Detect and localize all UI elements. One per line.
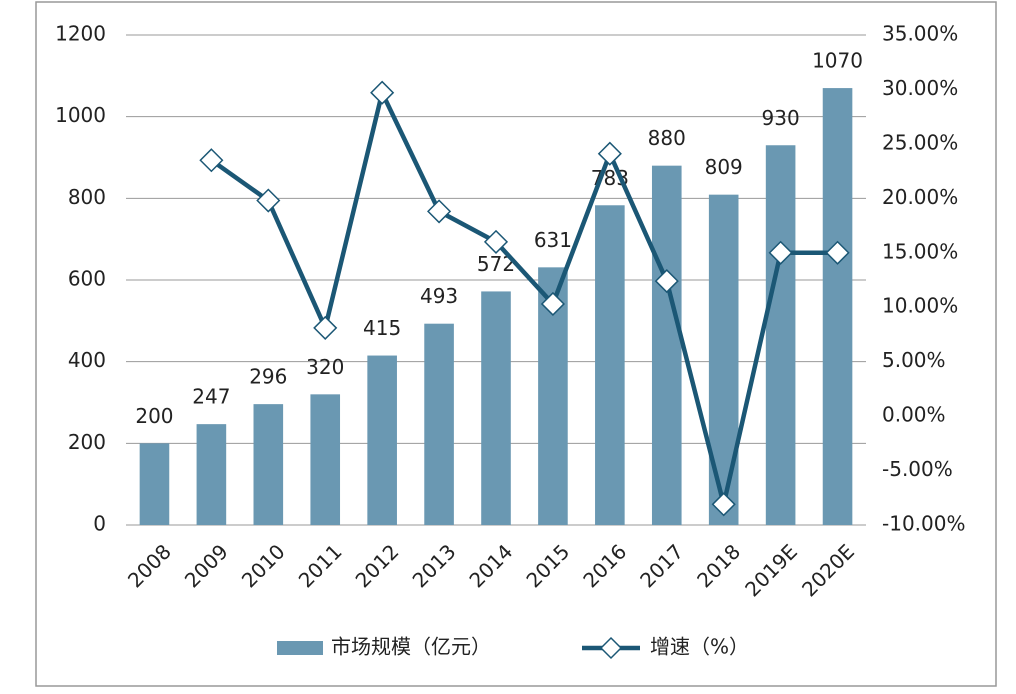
bar xyxy=(822,88,853,525)
y-tick-label: 400 xyxy=(68,348,106,372)
x-tick-label: 2009 xyxy=(180,539,233,592)
line-marker xyxy=(540,291,565,317)
data-label: 809 xyxy=(705,155,743,179)
x-tick-label: 2017 xyxy=(635,539,688,592)
data-label: 320 xyxy=(306,355,344,379)
legend-label: 增速（%） xyxy=(650,635,749,659)
line-marker xyxy=(597,141,622,166)
y2-tick-label: 25.00% xyxy=(882,130,958,154)
x-tick-label: 2019E xyxy=(740,539,802,601)
x-tick-label: 2020E xyxy=(797,539,859,601)
y-tick-label: 1200 xyxy=(55,22,106,46)
line-marker xyxy=(768,240,793,265)
data-label: 296 xyxy=(249,365,287,389)
line-marker xyxy=(483,229,509,254)
y2-tick-label: 35.00% xyxy=(882,22,958,46)
y2-tick-label: 30.00% xyxy=(882,76,958,100)
line-marker xyxy=(427,199,452,224)
legend-swatch xyxy=(277,641,323,655)
y2-tick-label: 5.00% xyxy=(882,348,946,372)
bar xyxy=(310,394,341,525)
y-tick-label: 0 xyxy=(93,512,106,536)
data-label: 247 xyxy=(192,385,230,409)
bar xyxy=(708,194,739,526)
y2-tick-label: 20.00% xyxy=(882,185,958,209)
x-tick-label: 2012 xyxy=(351,539,404,592)
y-tick-label: 1000 xyxy=(55,103,106,127)
legend-label: 市场规模（亿元） xyxy=(331,635,491,659)
data-label: 631 xyxy=(534,228,572,252)
x-tick-label: 2015 xyxy=(521,539,574,592)
x-tick-label: 2018 xyxy=(692,539,745,592)
x-tick-label: 2011 xyxy=(294,539,347,592)
legend-marker xyxy=(599,636,623,660)
bar xyxy=(367,355,397,525)
x-tick-label: 2016 xyxy=(578,539,631,592)
line-marker xyxy=(313,315,338,340)
y-tick-label: 800 xyxy=(68,185,106,209)
line-marker xyxy=(654,269,679,294)
y2-tick-label: -5.00% xyxy=(882,457,953,481)
line-marker xyxy=(199,148,224,173)
bar xyxy=(424,323,454,525)
y-tick-label: 200 xyxy=(68,430,106,454)
line-marker xyxy=(256,188,281,213)
bar xyxy=(481,291,511,525)
x-tick-label: 2013 xyxy=(408,539,461,592)
x-tick-label: 2014 xyxy=(464,539,517,592)
bar xyxy=(595,205,625,525)
x-tick-label: 2008 xyxy=(123,539,176,592)
data-label: 200 xyxy=(135,404,173,428)
bar xyxy=(139,443,170,525)
data-label: 930 xyxy=(762,106,800,130)
y2-tick-label: 0.00% xyxy=(882,403,946,427)
data-label: 415 xyxy=(363,316,401,340)
bar xyxy=(651,165,682,525)
y2-tick-label: -10.00% xyxy=(882,512,965,536)
y-tick-label: 600 xyxy=(68,267,106,291)
data-label: 880 xyxy=(648,126,686,150)
line-marker xyxy=(825,240,850,265)
x-tick-label: 2010 xyxy=(237,539,290,592)
bar xyxy=(196,424,227,525)
bar xyxy=(765,145,796,525)
data-label: 493 xyxy=(420,284,458,308)
line-marker xyxy=(711,492,736,517)
line xyxy=(210,90,838,507)
bar xyxy=(253,404,284,525)
line-marker xyxy=(370,80,395,105)
frame xyxy=(35,1,997,687)
y2-tick-label: 10.00% xyxy=(882,294,958,318)
data-label: 1070 xyxy=(812,49,863,73)
y2-tick-label: 15.00% xyxy=(882,239,958,263)
